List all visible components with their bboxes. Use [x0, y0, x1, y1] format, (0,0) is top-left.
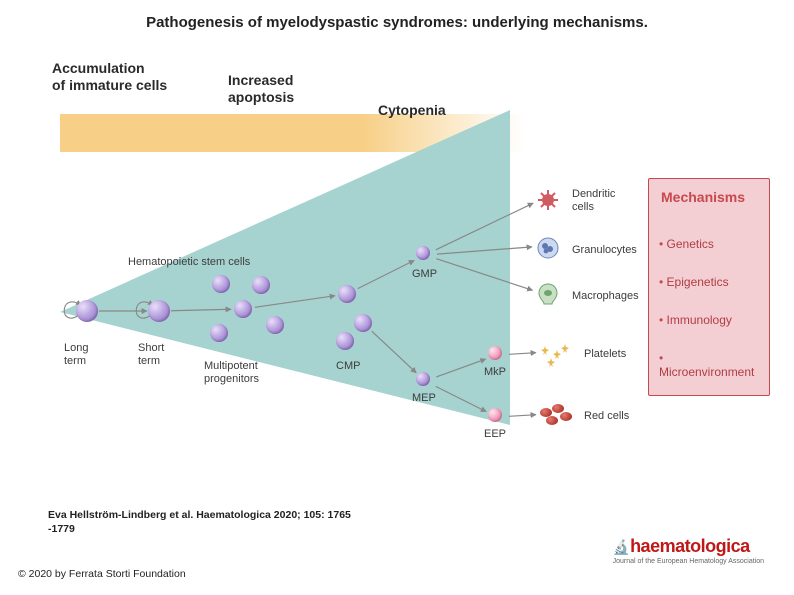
label-cmp: CMP — [336, 360, 360, 373]
cell-multi_a — [212, 275, 230, 293]
mechanisms-box: Mechanisms Genetics Epigenetics Immunolo… — [648, 178, 770, 396]
cell-multi_e — [266, 316, 284, 334]
mechanism-item: Genetics — [649, 233, 769, 255]
logo-brand: haematologica — [630, 536, 750, 556]
cell-dendritic-icon — [536, 188, 560, 212]
rbc-icon — [560, 412, 572, 421]
cell-multi_b — [234, 300, 252, 318]
cell-eep — [488, 408, 502, 422]
label-apoptosis: Increased apoptosis — [228, 72, 294, 106]
label-eep: EEP — [484, 428, 506, 441]
platelet-icon — [546, 358, 556, 368]
mechanism-item: Immunology — [649, 309, 769, 331]
label-redcells: Red cells — [584, 410, 629, 423]
label-longterm: Long term — [64, 342, 88, 368]
label-gmp: GMP — [412, 268, 437, 281]
cell-mkp — [488, 346, 502, 360]
logo-sub: Journal of the European Hematology Assoc… — [613, 558, 764, 565]
cell-cmp_b — [354, 314, 372, 332]
label-mkp: MkP — [484, 366, 506, 379]
cell-mep — [416, 372, 430, 386]
label-platelets: Platelets — [584, 348, 626, 361]
cell-hsc_long — [76, 300, 98, 322]
label-macrophages: Macrophages — [572, 290, 639, 303]
label-shortterm: Short term — [138, 342, 164, 368]
cell-cmp_a — [338, 285, 356, 303]
cell-multi_c — [210, 324, 228, 342]
cell-hsc_short — [148, 300, 170, 322]
background-shapes — [52, 60, 752, 480]
figure: Accumulation of immature cells Increased… — [52, 60, 752, 480]
label-mep: MEP — [412, 392, 436, 405]
label-granulocytes: Granulocytes — [572, 244, 637, 257]
label-dendritic: Dendritic cells — [572, 188, 615, 214]
mechanisms-heading: Mechanisms — [649, 179, 769, 233]
mechanism-item: Microenvironment — [649, 347, 769, 383]
rbc-icon — [546, 416, 558, 425]
cell-macrophage-icon — [536, 282, 560, 306]
cell-gmp — [416, 246, 430, 260]
cell-granulocyte-icon — [536, 236, 560, 260]
label-accumulation: Accumulation of immature cells — [52, 60, 167, 94]
cell-multi_d — [252, 276, 270, 294]
copyright: © 2020 by Ferrata Storti Foundation — [18, 568, 186, 580]
citation-line2: -1779 — [48, 523, 75, 535]
page: Pathogenesis of myelodyspastic syndromes… — [0, 0, 794, 595]
citation-line1: Eva Hellström-Lindberg et al. Haematolog… — [48, 509, 351, 521]
citation: Eva Hellström-Lindberg et al. Haematolog… — [48, 508, 351, 536]
label-cytopenia: Cytopenia — [378, 102, 446, 119]
journal-logo: 🔬haematologica Journal of the European H… — [613, 536, 764, 565]
label-stemcells: Hematopoietic stem cells — [128, 256, 250, 269]
platelet-icon — [540, 346, 550, 356]
cell-cmp_c — [336, 332, 354, 350]
mechanism-item: Epigenetics — [649, 271, 769, 293]
label-multipotent: Multipotent progenitors — [204, 360, 259, 386]
platelet-icon — [560, 344, 570, 354]
page-title: Pathogenesis of myelodyspastic syndromes… — [0, 14, 794, 31]
